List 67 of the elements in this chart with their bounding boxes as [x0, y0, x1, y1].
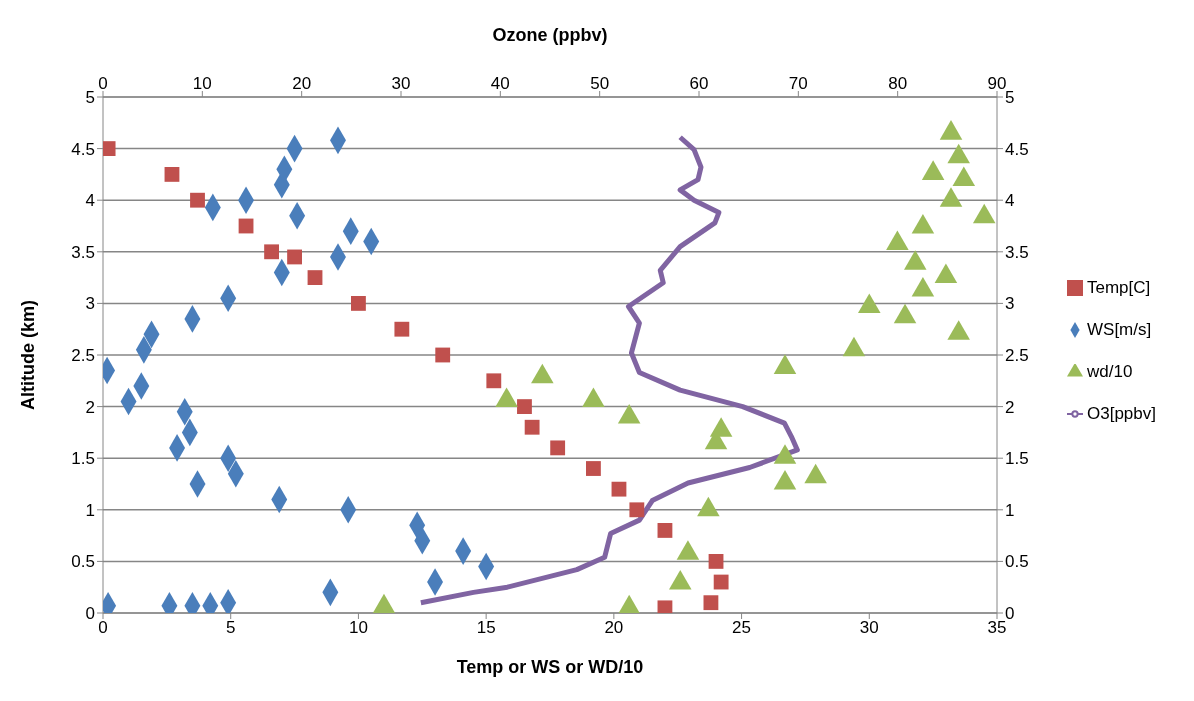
x2-tick-label: 30: [391, 74, 411, 93]
x-tick-label: 25: [732, 618, 752, 638]
point: [550, 440, 566, 456]
x-tick-label: 15: [476, 618, 496, 638]
point: [703, 595, 719, 611]
y-tick-label: 5: [85, 88, 95, 108]
y2-tick-label: 1: [1005, 500, 1015, 520]
legend-label: wd/10: [1087, 361, 1133, 381]
point: [435, 347, 451, 363]
y2-tick-label: 0.5: [1005, 552, 1029, 572]
x2-tick-label: 10: [192, 74, 212, 93]
x2-tick-label: 70: [788, 74, 808, 93]
point: [657, 600, 673, 613]
point: [264, 244, 279, 260]
x2-tick-label: 40: [490, 74, 510, 93]
y-tick-label: 2: [85, 397, 95, 417]
point: [190, 192, 205, 208]
x2-tick-label: 90: [987, 74, 1007, 93]
point: [307, 270, 323, 286]
y2-tick-label: 2: [1005, 397, 1015, 417]
point: [394, 321, 410, 337]
x2-axis-title: Ozone (ppbv): [492, 24, 608, 45]
point: [657, 523, 673, 538]
x2-tick-label: 60: [689, 74, 709, 93]
x2-tick-label: 50: [590, 74, 610, 93]
y2-tick-label: 4: [1005, 191, 1015, 211]
point: [486, 373, 502, 389]
point: [708, 553, 724, 569]
y2-tick-label: 3.5: [1005, 242, 1029, 262]
y-tick-label: 3.5: [71, 242, 95, 262]
x-tick-label: 35: [987, 618, 1007, 638]
point: [586, 461, 601, 476]
y-tick-label: 1.5: [71, 449, 95, 469]
x2-tick-label: 80: [888, 74, 908, 93]
point: [713, 574, 729, 590]
point: [287, 249, 302, 265]
legend-label: WS[m/s]: [1087, 319, 1152, 339]
y-tick-label: 4.5: [71, 139, 95, 159]
point: [517, 399, 532, 415]
y2-tick-label: 0: [1005, 604, 1015, 624]
y-tick-label: 2.5: [71, 346, 95, 366]
legend-label: O3[ppbv]: [1087, 403, 1156, 423]
point: [629, 502, 645, 518]
x2-tick-label: 0: [98, 74, 108, 93]
x-tick-label: 10: [348, 618, 368, 638]
y2-tick-label: 1.5: [1005, 449, 1029, 469]
y2-tick-label: 5: [1005, 88, 1015, 108]
y2-tick-label: 2.5: [1005, 346, 1029, 366]
x-tick-label: 0: [98, 618, 108, 638]
y-tick-label: 1: [85, 500, 95, 520]
y-tick-label: 0.5: [71, 552, 95, 572]
x-tick-label: 30: [859, 618, 879, 638]
y2-tick-label: 4.5: [1005, 139, 1029, 159]
y-tick-label: 3: [85, 294, 95, 314]
legend-label: Temp[C]: [1087, 277, 1151, 297]
point: [524, 419, 540, 435]
y-tick-label: 0: [85, 604, 95, 624]
y-axis-title: Altitude (km): [18, 300, 39, 410]
point: [351, 295, 366, 311]
x-tick-label: 5: [225, 618, 236, 638]
x2-tick-label: 20: [292, 74, 312, 93]
x-tick-label: 20: [604, 618, 624, 638]
x-axis-title: Temp or WS or WD/10: [456, 657, 644, 677]
point: [164, 166, 180, 182]
y-tick-label: 4: [85, 191, 95, 211]
y2-tick-label: 3: [1005, 294, 1015, 314]
point: [611, 481, 627, 497]
